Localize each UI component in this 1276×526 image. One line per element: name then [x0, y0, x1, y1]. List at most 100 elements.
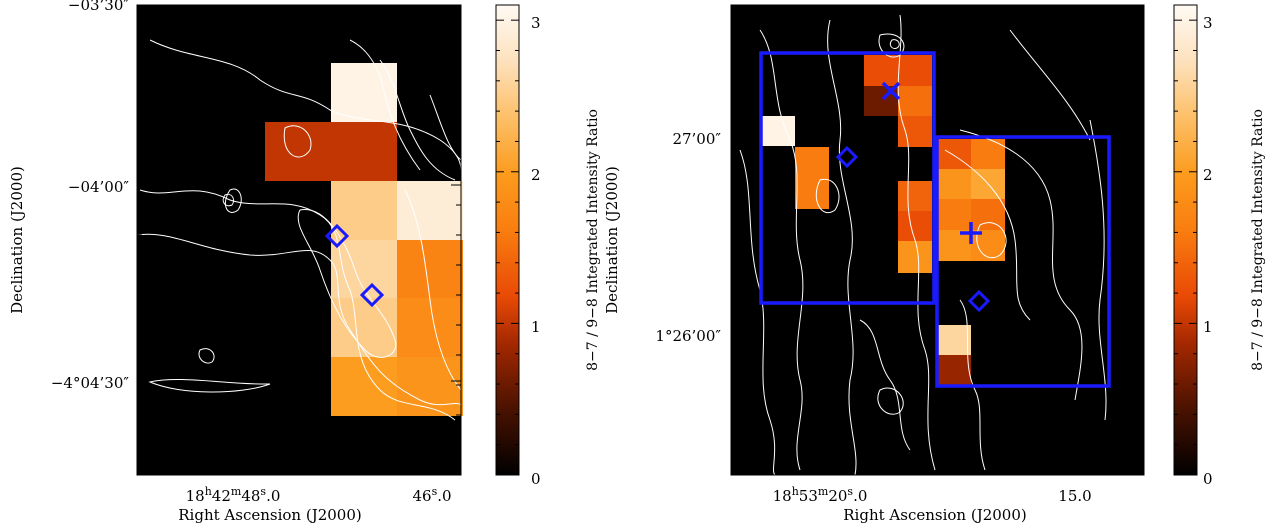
contour-line	[349, 39, 421, 171]
contour-line	[404, 189, 461, 391]
right-colorbar-title: 8−7 / 9−8 Integrated Intensity Ratio	[1250, 109, 1266, 371]
heatmap-cell	[397, 298, 463, 357]
left-panel: −03’30″ −04’00″ −4°04’30″ 18h42m48s.0 46…	[8, 0, 463, 524]
contour-line	[148, 379, 271, 393]
contour-line	[137, 233, 461, 406]
right-colorbar-tick-label: 3	[1203, 14, 1213, 32]
heatmap-cell	[397, 357, 463, 416]
heatmap-cell	[937, 139, 971, 169]
left-ytick-label: −4°04’30″	[51, 374, 130, 392]
left-markers	[324, 223, 385, 308]
heatmap-cell	[331, 63, 397, 122]
heatmap-cell	[937, 325, 971, 355]
contour-line	[815, 178, 840, 213]
contour-line	[297, 209, 397, 358]
left-colorbar-tick-label: 3	[531, 14, 541, 32]
contour-line	[429, 94, 461, 161]
right-colorbar: 0 1 2 3 8−7 / 9−8 Integrated Intensity R…	[1173, 4, 1266, 488]
right-plot-frame	[730, 4, 1145, 476]
left-ticks	[137, 4, 461, 475]
heatmap-cell	[331, 298, 397, 357]
diamond-marker	[835, 145, 859, 169]
plus-marker	[960, 222, 982, 244]
right-regions	[759, 51, 1111, 388]
right-colorbar-tick-label: 1	[1203, 318, 1213, 336]
heatmap-cell	[331, 122, 397, 181]
heatmap-cell	[265, 122, 331, 181]
heatmap-cell	[937, 169, 971, 199]
left-xtick-label: 18h42m48s.0	[186, 485, 281, 505]
right-markers	[835, 81, 991, 313]
contour-line	[1009, 29, 1091, 141]
heatmap-cell	[761, 116, 795, 146]
contour-line	[889, 39, 900, 49]
right-colorbar-frame	[1173, 4, 1198, 476]
left-colorbar-tick-label: 1	[531, 318, 541, 336]
left-colorbar-frame	[495, 4, 520, 476]
heatmap-cell	[937, 355, 971, 385]
right-ytick-label: 27’00″	[672, 130, 721, 148]
left-colorbar-title: 8−7 / 9−8 Integrated Intensity Ratio	[585, 109, 601, 371]
diamond-marker	[324, 223, 350, 249]
heatmap-cell	[898, 86, 932, 116]
contour-line	[859, 319, 911, 451]
right-panel: 27’00″ 1°26’00″ 18h53m20s.0 15.0 Right A…	[603, 4, 1145, 524]
left-colorbar-tick-label: 2	[531, 166, 541, 184]
contour-line	[283, 125, 312, 158]
right-xtick-label: 15.0	[1058, 487, 1091, 505]
heatmap-cell	[898, 241, 932, 273]
contour-line	[897, 14, 936, 471]
heatmap-cell	[937, 199, 971, 230]
right-ticks	[731, 5, 1144, 475]
contour-line	[959, 299, 986, 471]
heatmap-cell	[898, 181, 932, 211]
left-colorbar-tick-label: 0	[531, 470, 541, 488]
right-contours	[739, 14, 1107, 475]
right-colorbar-tick-label: 2	[1203, 166, 1213, 184]
contour-line	[959, 129, 1083, 401]
contour-line	[944, 149, 1031, 321]
left-ytick-label: −03’30″	[68, 0, 130, 14]
contour-line	[739, 149, 776, 475]
contour-line	[222, 193, 235, 207]
heatmap-cell	[898, 116, 932, 147]
contour-line	[149, 39, 461, 171]
right-colorbar-tick-label: 0	[1203, 470, 1213, 488]
left-colorbar-gradient	[496, 5, 519, 475]
contour-line	[198, 348, 215, 364]
heatmap-cell	[795, 147, 829, 209]
diamond-marker	[359, 282, 385, 308]
left-colorbar-ticks	[496, 19, 519, 476]
contour-line	[225, 188, 242, 213]
right-xtick-label: 18h53m20s.0	[773, 485, 868, 505]
left-x-axis-title: Right Ascension (J2000)	[178, 506, 361, 524]
contour-line	[878, 33, 905, 58]
right-ytick-label: 1°26’00″	[655, 327, 721, 345]
x-marker	[881, 81, 901, 101]
right-colorbar-ticks	[1174, 19, 1197, 476]
contour-line	[379, 59, 456, 181]
left-xtick-label: 46s.0	[412, 485, 451, 505]
heatmap-cell	[937, 230, 971, 261]
contour-line	[827, 19, 857, 475]
region-box	[935, 135, 1111, 388]
heatmap-cell	[898, 211, 932, 241]
left-ytick-label: −04’00″	[68, 178, 130, 196]
left-y-axis-title: Declination (J2000)	[8, 166, 26, 314]
contour-line	[1089, 119, 1107, 421]
heatmap-cell	[971, 139, 1005, 169]
right-colorbar-gradient	[1174, 5, 1197, 475]
diamond-marker	[967, 289, 991, 313]
left-heatmap-cells	[265, 63, 463, 416]
left-plot-frame	[136, 4, 462, 476]
right-y-axis-title: Declination (J2000)	[603, 166, 621, 314]
region-box	[759, 51, 936, 305]
right-x-axis-title: Right Ascension (J2000)	[843, 506, 1026, 524]
heatmap-cell	[971, 199, 1005, 230]
contour-line	[759, 29, 804, 471]
contour-line	[976, 222, 1007, 259]
left-colorbar: 0 1 2 3 8−7 / 9−8 Integrated Intensity R…	[495, 4, 601, 488]
heatmap-cell	[397, 181, 463, 240]
heatmap-cell	[397, 240, 463, 299]
